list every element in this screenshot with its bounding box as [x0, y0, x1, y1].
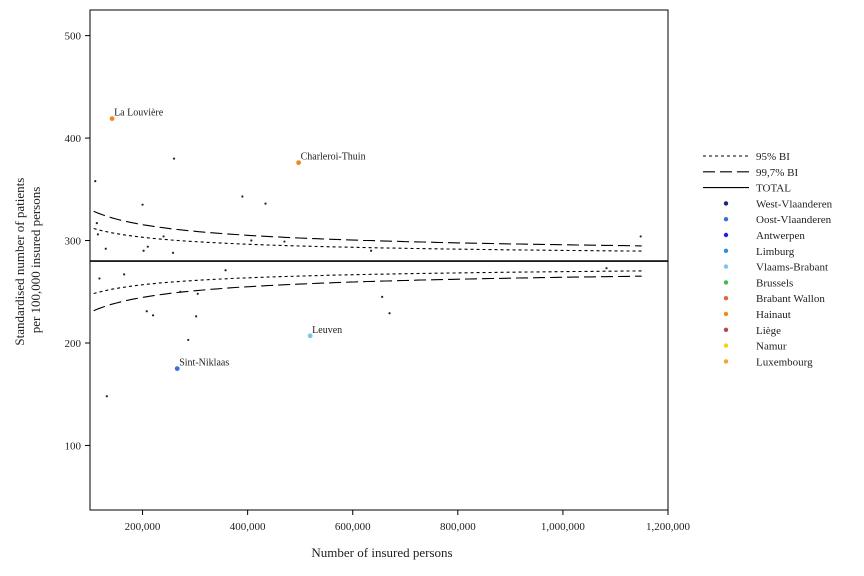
- legend-label: Liège: [756, 325, 781, 337]
- x-tick-label: 200,000: [125, 521, 161, 533]
- legend-label: Antwerpen: [756, 230, 805, 242]
- legend: 95% BI 99,7% BI TOTAL West-Vlaanderen Oost-V…: [703, 151, 833, 368]
- legend-label: Brussels: [756, 277, 793, 289]
- y-axis: 100 200 300 400 500: [65, 31, 90, 452]
- data-point: [94, 180, 97, 183]
- legend-dot-swatch: [723, 311, 729, 317]
- y-axis-title-line-1: Standardised number of patients: [12, 178, 27, 346]
- legend-label: Namur: [756, 341, 787, 353]
- data-point: [196, 292, 199, 295]
- data-point: [605, 267, 608, 270]
- point-label: La Louvière: [114, 108, 164, 119]
- ci95-lower-curve: [93, 270, 642, 295]
- legend-label: Hainaut: [756, 309, 791, 321]
- y-tick-label: 500: [65, 31, 82, 43]
- legend-label: West-Vlaanderen: [756, 198, 833, 210]
- legend-label: Vlaams-Brabant: [756, 262, 828, 274]
- legend-label: Limburg: [756, 246, 795, 258]
- x-axis: 200,000 400,000 600,000 800,000 1,000,000 1,2…: [125, 510, 691, 533]
- plot-area: La Louvière Charleroi-Thuin Leuven Sint-Nik…: [89, 9, 669, 511]
- data-point: [388, 312, 391, 315]
- legend-dot-swatch: [723, 280, 729, 285]
- data-point: [370, 249, 373, 252]
- ci997-lower-curve: [93, 275, 642, 312]
- point-labels: La Louvière Charleroi-Thuin Leuven Sint-Nik…: [114, 108, 366, 369]
- data-point: [171, 251, 175, 254]
- x-axis-title: Number of insured persons: [311, 545, 452, 560]
- data-points: [94, 116, 642, 398]
- point-label: Sint-Niklaas: [179, 358, 229, 369]
- legend-label: 95% BI: [756, 151, 790, 163]
- legend-dot-swatch: [723, 264, 729, 269]
- data-point: [224, 269, 227, 272]
- legend-dot-swatch: [723, 359, 729, 364]
- data-point: [179, 290, 182, 293]
- y-axis-title: Standardised number of patients per 100,…: [12, 174, 43, 345]
- data-point: [95, 222, 98, 225]
- legend-label: Brabant Wallon: [756, 293, 825, 305]
- legend-dot-swatch: [723, 248, 729, 253]
- data-point: [96, 233, 99, 236]
- x-tick-label: 600,000: [335, 521, 371, 533]
- x-tick-label: 800,000: [440, 521, 476, 533]
- data-point: [639, 235, 642, 238]
- legend-label: Oost-Vlaanderen: [756, 214, 832, 226]
- y-tick-label: 200: [65, 338, 82, 350]
- y-tick-label: 300: [65, 236, 82, 248]
- legend-label: 99,7% BI: [756, 167, 799, 179]
- data-point: [141, 203, 144, 206]
- x-tick-label: 400,000: [230, 521, 266, 533]
- highlighted-point: [109, 116, 115, 122]
- data-point: [104, 247, 107, 250]
- point-label: Leuven: [312, 325, 342, 336]
- data-point: [146, 245, 149, 248]
- data-point: [145, 310, 148, 313]
- ci95-upper-curve: [93, 227, 642, 252]
- legend-dot-swatch: [723, 343, 729, 348]
- y-axis-title-line-2: per 100,000 insured persons: [28, 187, 43, 334]
- data-point: [187, 338, 190, 342]
- legend-dot-swatch: [723, 217, 729, 222]
- data-point: [195, 315, 198, 318]
- confidence-curves: [93, 210, 642, 312]
- data-point: [123, 273, 126, 276]
- x-tick-label: 1,200,000: [646, 521, 691, 533]
- y-tick-label: 400: [65, 133, 82, 145]
- data-point: [98, 277, 101, 280]
- highlighted-point: [174, 366, 180, 372]
- data-point: [151, 314, 155, 317]
- data-point: [283, 240, 286, 243]
- legend-dot-swatch: [723, 201, 729, 206]
- data-point: [381, 295, 384, 298]
- legend-label: Luxembourg: [756, 356, 813, 368]
- legend-label: TOTAL: [756, 183, 791, 195]
- point-label: Charleroi-Thuin: [301, 152, 366, 163]
- ci997-upper-curve: [93, 210, 642, 247]
- data-point: [264, 202, 267, 205]
- data-point: [241, 195, 244, 198]
- data-point: [172, 157, 176, 160]
- legend-dot-swatch: [723, 327, 729, 332]
- plot-frame: [89, 9, 669, 511]
- highlighted-point: [307, 333, 313, 339]
- x-tick-label: 1,000,000: [541, 521, 586, 533]
- data-point: [105, 395, 108, 398]
- data-point: [162, 235, 165, 238]
- legend-dot-swatch: [723, 296, 729, 301]
- data-point: [250, 239, 253, 242]
- legend-dot-swatch: [723, 232, 729, 238]
- highlighted-point: [296, 160, 302, 166]
- data-point: [142, 249, 145, 252]
- y-tick-label: 100: [65, 440, 82, 452]
